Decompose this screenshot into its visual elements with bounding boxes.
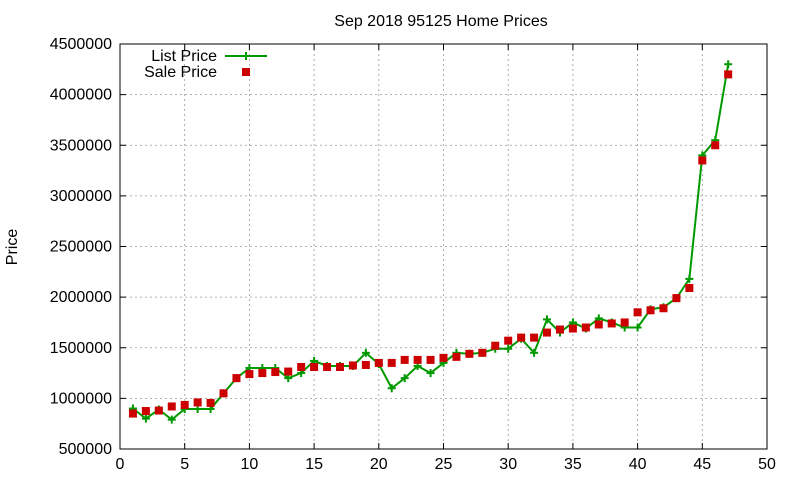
sale-price-point: [426, 355, 435, 364]
sale-price-point: [530, 333, 539, 342]
sale-price-point: [711, 141, 720, 150]
sale-price-point: [387, 358, 396, 367]
sale-price-point: [374, 358, 383, 367]
sale-price-point: [167, 402, 176, 411]
list-price-point: [167, 415, 176, 424]
series-list-price: [128, 60, 733, 424]
legend-marker-list-price: [242, 52, 250, 60]
x-tick-label: 35: [564, 456, 582, 473]
x-tick-label: 30: [499, 456, 517, 473]
sale-price-point: [555, 325, 564, 334]
list-price-point: [543, 315, 552, 324]
sale-price-point: [698, 156, 707, 165]
sale-price-point: [193, 398, 202, 407]
sale-price-point: [361, 360, 370, 369]
list-price-point: [724, 60, 733, 69]
y-tick-label: 4500000: [50, 36, 112, 53]
sale-price-point: [219, 389, 228, 398]
sale-price-point: [400, 355, 409, 364]
sale-price-point: [517, 333, 526, 342]
list-price-line: [132, 64, 730, 421]
legend: List Price Sale Price: [144, 48, 267, 81]
sale-price-point: [465, 349, 474, 358]
legend-plus-marker: [242, 52, 250, 60]
list-price-point: [504, 344, 513, 353]
sale-price-point: [491, 341, 500, 350]
sale-price-point: [685, 284, 694, 293]
y-tick-label: 4000000: [50, 87, 112, 104]
sale-price-point: [478, 348, 487, 357]
list-price-point: [400, 374, 409, 383]
x-tick-label: 10: [241, 456, 259, 473]
sale-price-point: [310, 362, 319, 371]
x-tick-label: 20: [370, 456, 388, 473]
legend-marker-sale-price: [242, 68, 250, 76]
axis-ticks: 0 5 10 15 20 25 30 35 40 45 50 500000 1000000 1500000…: [50, 36, 776, 473]
y-tick-label: 2000000: [50, 289, 112, 306]
sale-price-point: [452, 352, 461, 361]
sale-price-point: [271, 368, 280, 377]
y-tick-label: 1000000: [50, 390, 112, 407]
sale-price-point: [594, 320, 603, 329]
chart-title: Sep 2018 95125 Home Prices: [334, 13, 547, 30]
grid-lines: [120, 44, 767, 449]
x-tick-label: 25: [435, 456, 453, 473]
sale-price-point: [581, 323, 590, 332]
sale-price-point: [258, 369, 267, 378]
sale-price-point: [413, 355, 422, 364]
x-tick-label: 40: [629, 456, 647, 473]
sale-price-point: [439, 353, 448, 362]
sale-price-point: [568, 324, 577, 333]
x-tick-label: 50: [758, 456, 776, 473]
x-tick-label: 5: [180, 456, 189, 473]
legend-label-list-price: List Price: [151, 48, 217, 65]
sale-price-point: [672, 294, 681, 303]
list-price-point: [387, 384, 396, 393]
sale-price-point: [180, 400, 189, 409]
sale-price-point: [297, 362, 306, 371]
list-price-point: [361, 348, 370, 357]
sale-price-point: [284, 367, 293, 376]
sale-price-point: [154, 406, 163, 415]
list-price-point: [141, 414, 150, 423]
sale-price-point: [128, 409, 137, 418]
list-price-point: [633, 323, 642, 332]
sale-price-point: [141, 407, 150, 416]
y-axis-label: Price: [4, 229, 21, 266]
sale-price-point: [543, 328, 552, 337]
sale-price-point: [206, 398, 215, 407]
x-tick-label: 15: [305, 456, 323, 473]
sale-price-point: [620, 318, 629, 327]
sale-price-point: [245, 370, 254, 379]
x-tick-label: 0: [116, 456, 125, 473]
y-tick-label: 1500000: [50, 340, 112, 357]
y-tick-label: 3000000: [50, 188, 112, 205]
sale-price-point: [633, 308, 642, 317]
sale-price-point: [323, 362, 332, 371]
x-tick-label: 45: [693, 456, 711, 473]
sale-price-point: [646, 306, 655, 315]
y-tick-label: 2500000: [50, 239, 112, 256]
legend-label-sale-price: Sale Price: [144, 64, 217, 81]
list-price-point: [426, 369, 435, 378]
data-series: [128, 60, 733, 424]
sale-price-point: [659, 304, 668, 313]
sale-price-point: [607, 319, 616, 328]
sale-price-point: [335, 362, 344, 371]
sale-price-point: [504, 336, 513, 345]
list-price-point: [685, 274, 694, 283]
list-price-point: [530, 348, 539, 357]
sale-price-point: [348, 361, 357, 370]
sale-price-point: [724, 70, 733, 79]
y-tick-label: 3500000: [50, 137, 112, 154]
sale-price-point: [232, 374, 241, 383]
y-tick-label: 500000: [59, 441, 112, 458]
series-sale-price: [128, 70, 733, 418]
